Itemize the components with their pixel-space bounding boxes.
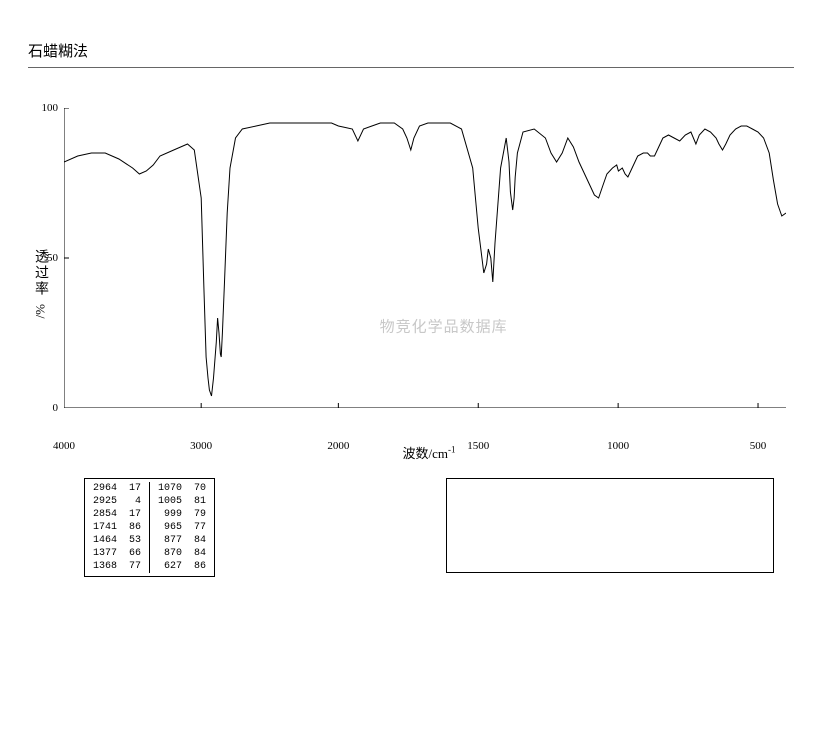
peak-table-row: 1377 66 <box>93 547 141 560</box>
y-axis-unit: %/ <box>32 304 48 318</box>
x-tick-label: 4000 <box>53 438 75 452</box>
peak-table: 2964 172925 42854 171741 861464 531377 6… <box>84 478 215 577</box>
peak-table-row: 999 79 <box>158 508 206 521</box>
peak-table-row: 1741 86 <box>93 521 141 534</box>
info-box-empty <box>446 478 774 573</box>
x-axis-label: 波数/cm-1 <box>403 443 456 462</box>
x-axis-label-text: 波数/cm <box>403 446 449 461</box>
x-tick-label: 500 <box>750 438 767 452</box>
bottom-row: 2964 172925 42854 171741 861464 531377 6… <box>64 478 794 598</box>
peak-table-row: 2964 17 <box>93 482 141 495</box>
x-tick-label: 2000 <box>327 438 349 452</box>
peak-table-column: 1070 701005 81 999 79 965 77 877 84 870 … <box>158 482 206 573</box>
x-tick-label: 1500 <box>467 438 489 452</box>
peak-table-row: 627 86 <box>158 560 206 573</box>
y-tick-label: 50 <box>47 252 64 264</box>
peak-table-row: 1005 81 <box>158 495 206 508</box>
peak-table-row: 2925 4 <box>93 495 141 508</box>
x-tick-label: 1000 <box>607 438 629 452</box>
peak-table-row: 2854 17 <box>93 508 141 521</box>
x-axis-label-sup: -1 <box>448 445 456 455</box>
y-tick-label: 0 <box>53 402 65 414</box>
ir-spectrum-chart: 透过率 %/ 物竞化学品数据库 波数/cm-1 0501004000300020… <box>64 108 794 438</box>
x-tick-label: 3000 <box>190 438 212 452</box>
page-root: 石蜡糊法 透过率 %/ 物竞化学品数据库 波数/cm-1 05010040003… <box>0 0 822 737</box>
peak-table-column: 2964 172925 42854 171741 861464 531377 6… <box>93 482 150 573</box>
page-title: 石蜡糊法 <box>28 40 794 67</box>
peak-table-row: 1464 53 <box>93 534 141 547</box>
peak-table-row: 1070 70 <box>158 482 206 495</box>
peak-table-row: 877 84 <box>158 534 206 547</box>
peak-table-row: 965 77 <box>158 521 206 534</box>
peak-table-row: 870 84 <box>158 547 206 560</box>
title-divider <box>28 67 794 68</box>
y-tick-label: 100 <box>42 102 65 114</box>
spectrum-plot-svg <box>64 108 786 408</box>
peak-table-row: 1368 77 <box>93 560 141 573</box>
